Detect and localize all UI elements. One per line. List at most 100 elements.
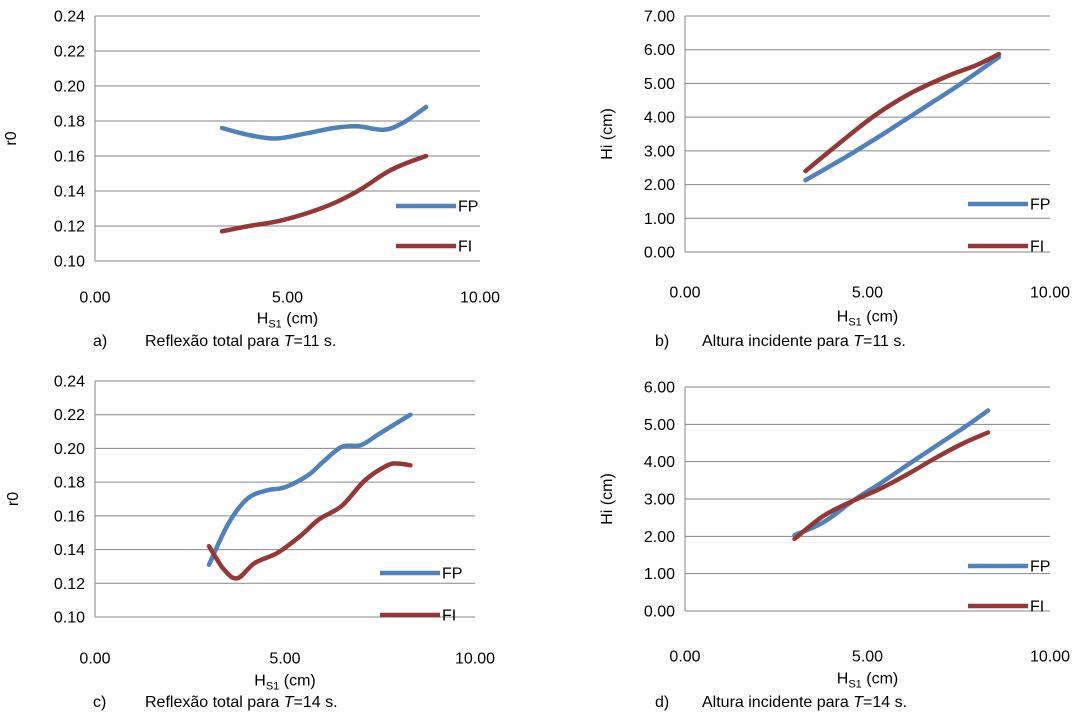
y-tick-label: 5.00 [644,417,675,434]
caption-variable: T [284,694,295,711]
series-line-fp [206,412,413,567]
y-tick-label: 1.00 [644,211,675,228]
caption-text: Reflexão total para T=14 s. [145,694,338,711]
x-tick-label: 5.00 [269,651,300,668]
caption-letter: c) [93,694,106,711]
x-tick-label: 10.00 [455,651,495,668]
series-line-fp [803,54,1002,183]
legend-label-fi: FI [1030,599,1044,616]
x-tick-label: 5.00 [852,649,883,666]
chart-a: 0.10 0.12 0.14 0.16 0.18 0.20 0.22 0.24 0.00 5.00… [3,9,500,351]
y-tick-label: 0.20 [54,441,85,458]
y-tick-label: 0.00 [644,604,675,621]
y-tick-label: 0.10 [54,254,85,271]
y-tick-label: 0.10 [54,610,85,627]
y-axis-label: Hi (cm) [599,108,616,160]
x-axis-label-subscript: S1 [848,679,861,691]
chart-b: 0.00 1.00 2.00 3.00 4.00 5.00 6.00 7.00 0.00 5.00… [599,9,1070,351]
y-tick-label: 2.00 [644,529,675,546]
x-tick-label: 0.00 [669,285,700,302]
y-tick-label: 0.18 [54,114,85,131]
legend: FP FI [396,199,478,256]
x-axis-label: HS1 (cm) [254,673,315,693]
y-tick-label: 4.00 [644,110,675,127]
series-line-fi [206,461,413,581]
chart-d: 0.00 1.00 2.00 3.00 4.00 5.00 6.00 0.00 5.00 10.0… [599,380,1070,712]
y-tick-label: 3.00 [644,143,675,160]
caption-variable: T [853,333,864,350]
series-line-fi [803,51,1002,174]
series-line-fp [219,104,429,141]
y-tick-label: 0.12 [54,576,85,593]
caption-post: =14 s. [294,694,338,711]
legend: FP FI [968,559,1050,616]
x-axis-label-main: H [837,309,849,326]
x-axis-label-subscript: S1 [848,317,861,329]
y-tick-label: 0.20 [54,79,85,96]
x-axis-label: HS1 (cm) [837,309,898,329]
x-axis-label: HS1 (cm) [837,671,898,691]
legend-label-fp: FP [1030,197,1050,214]
legend-label-fp: FP [458,199,478,216]
x-axis-label-unit: (cm) [862,671,898,688]
caption-post: =11 s. [863,333,906,350]
y-tick-label: 0.14 [54,184,85,201]
y-tick-label: 0.16 [54,508,85,525]
y-tick-label: 0.24 [54,9,85,26]
x-axis-label-unit: (cm) [279,673,315,690]
y-tick-label: 0.12 [54,219,85,236]
x-axis-label-main: H [837,671,849,688]
y-axis-label: Hi (cm) [599,473,616,525]
x-axis-label-unit: (cm) [282,311,318,328]
caption-post: =11 s. [294,333,337,350]
legend: FP FI [968,197,1050,256]
y-axis-label: r0 [3,131,20,145]
y-tick-label: 0.18 [54,475,85,492]
caption-variable: T [284,333,295,350]
chart-c: 0.10 0.12 0.14 0.16 0.18 0.20 0.22 0.24 0.00 5.00… [5,374,495,712]
x-tick-label: 10.00 [1030,285,1070,302]
caption-text: Altura incidente para T=14 s. [702,694,907,711]
series-line-fi [219,153,429,234]
x-tick-label: 0.00 [79,290,110,307]
x-axis-label-main: H [257,311,269,328]
y-tick-label: 4.00 [644,454,675,471]
caption-letter: b) [655,333,669,350]
x-axis-label-main: H [254,673,266,690]
y-tick-label: 0.22 [54,407,85,424]
y-tick-label: 0.00 [644,245,675,262]
legend-label-fi: FI [1030,239,1044,256]
legend-label-fp: FP [1030,559,1050,576]
y-tick-label: 6.00 [644,42,675,59]
y-axis-label: r0 [5,492,22,506]
y-tick-label: 7.00 [644,9,675,26]
caption-text: Altura incidente para T=11 s. [702,333,906,350]
x-axis-label-unit: (cm) [862,309,898,326]
caption-pre: Altura incidente para [702,694,853,711]
x-tick-label: 10.00 [1030,649,1070,666]
caption-text: Reflexão total para T=11 s. [145,333,336,350]
y-tick-label: 0.16 [54,149,85,166]
x-tick-label: 0.00 [669,649,700,666]
y-tick-label: 0.22 [54,44,85,61]
x-axis-label: HS1 (cm) [257,311,318,331]
y-tick-label: 6.00 [644,380,675,397]
y-tick-label: 5.00 [644,76,675,93]
y-tick-label: 0.24 [54,374,85,391]
x-axis-label-subscript: S1 [266,681,279,693]
caption-letter: a) [93,333,107,350]
x-tick-label: 5.00 [272,290,303,307]
caption-pre: Altura incidente para [702,333,853,350]
caption-pre: Reflexão total para [145,333,284,350]
caption-variable: T [853,694,864,711]
caption-post: =14 s. [863,694,907,711]
y-tick-label: 2.00 [644,177,675,194]
x-tick-label: 10.00 [460,290,500,307]
legend: FP FI [380,566,462,625]
y-tick-label: 0.14 [54,542,85,559]
y-tick-label: 1.00 [644,566,675,583]
series-line-fi [792,430,991,542]
series-line-fp [792,408,991,538]
legend-label-fi: FI [442,608,456,625]
x-tick-label: 5.00 [852,285,883,302]
